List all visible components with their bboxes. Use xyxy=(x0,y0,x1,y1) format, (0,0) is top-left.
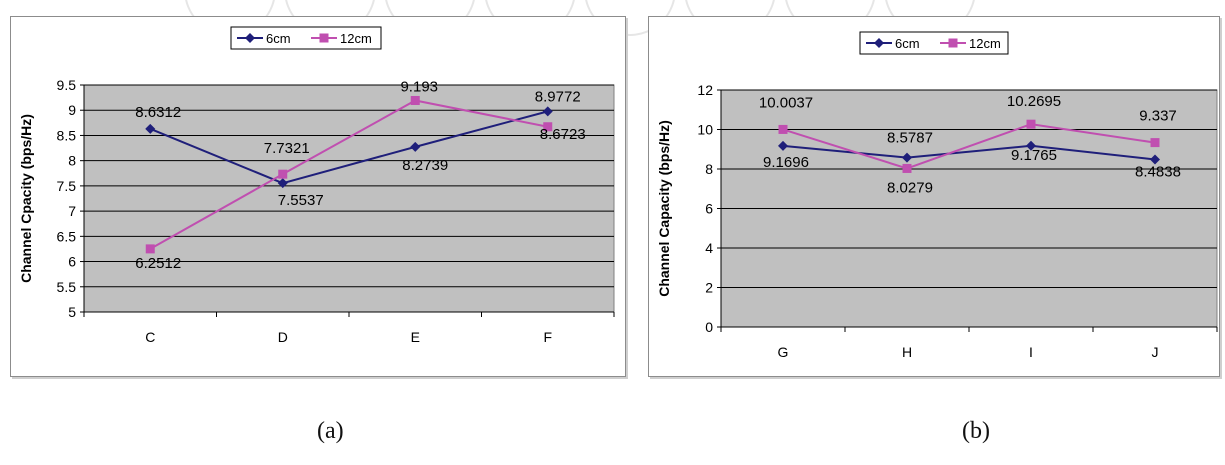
chart-b-legend-label-6cm: 6cm xyxy=(895,36,920,51)
chart-a-y-tick-label: 5 xyxy=(68,304,76,320)
chart-a-legend-label-6cm: 6cm xyxy=(266,31,291,46)
chart-b: 0 2 4 6 8 10 12 G H I J Channel Capacity (bps/Hz) 9.… xyxy=(656,31,1218,360)
chart-b-series-line-12cm xyxy=(782,123,1156,170)
chart-a-data-label-6cm: 8.9772 xyxy=(535,88,581,105)
chart-a-data-label-12cm: 9.193 xyxy=(400,78,438,95)
chart-b-y-tick-label: 8 xyxy=(705,161,713,177)
chart-b-point-6cm xyxy=(1150,154,1160,165)
chart-a-y-axis-label: Channel Cpacity (bps/Hz) xyxy=(18,114,34,283)
chart-b-series-line-6cm xyxy=(782,144,1156,161)
chart-b-frame: 0 2 4 6 8 10 12 G H I J Channel Capacity (bps/Hz) 9.… xyxy=(648,16,1220,377)
chart-a-point-12cm xyxy=(543,122,553,132)
chart-a-y-tick-label: 7.5 xyxy=(57,178,77,194)
chart-b-y-tick-label: 0 xyxy=(705,319,713,335)
chart-b-point-6cm xyxy=(902,152,912,163)
chart-b-legend-label-12cm: 12cm xyxy=(969,36,1001,51)
chart-a-x-tick-label: E xyxy=(411,329,420,345)
chart-b-data-label-6cm: 8.4838 xyxy=(1135,163,1181,180)
chart-b-point-12cm xyxy=(778,124,788,134)
chart-b-x-tick-label: H xyxy=(902,344,912,360)
chart-b-y-tick-label: 6 xyxy=(705,201,713,217)
chart-b-data-label-6cm: 9.1696 xyxy=(763,154,809,171)
chart-a-point-6cm xyxy=(410,141,421,152)
chart-b-data-label-12cm: 10.0037 xyxy=(759,94,813,111)
chart-a-data-label-6cm: 7.5537 xyxy=(278,192,324,209)
chart-a-y-tick-label: 9.5 xyxy=(57,77,77,93)
chart-a-point-12cm xyxy=(410,95,420,105)
chart-b-legend-marker-12cm xyxy=(948,38,958,48)
chart-a-data-label-6cm: 8.2739 xyxy=(402,157,448,174)
chart-a-point-6cm xyxy=(145,123,156,134)
chart-a-y-tick-label: 6.5 xyxy=(57,228,77,244)
chart-a-point-12cm xyxy=(278,169,288,179)
chart-b-data-label-6cm: 8.5787 xyxy=(887,130,933,147)
chart-a-legend-box xyxy=(230,26,382,50)
chart-a-point-6cm xyxy=(277,178,288,189)
chart-a-x-tick-label: D xyxy=(278,329,288,345)
chart-a-data-label-12cm: 8.6723 xyxy=(540,126,586,143)
chart-b-data-label-12cm: 9.337 xyxy=(1139,108,1177,125)
chart-b-legend-marker-6cm xyxy=(874,38,884,48)
chart-a-y-tick-label: 7 xyxy=(68,203,76,219)
chart-a-point-6cm xyxy=(542,106,553,117)
chart-b-point-12cm xyxy=(902,163,912,173)
chart-a-data-label-6cm: 8.6312 xyxy=(135,104,181,121)
chart-a-legend-label-12cm: 12cm xyxy=(340,31,372,46)
chart-b-y-tick-label: 12 xyxy=(697,82,713,98)
chart-b-x-tick-label: J xyxy=(1152,344,1159,360)
chart-b-point-6cm xyxy=(778,140,788,151)
chart-b-x-tick-label: I xyxy=(1029,344,1033,360)
chart-b-y-axis-label: Channel Capacity (bps/Hz) xyxy=(656,120,672,297)
chart-a-series-line-12cm xyxy=(149,99,548,250)
chart-b-legend-box xyxy=(859,31,1009,55)
chart-a-x-tick-label: F xyxy=(543,329,552,345)
chart-b-point-12cm xyxy=(1026,119,1036,129)
chart-b-y-tick-label: 4 xyxy=(705,240,713,256)
chart-a-y-tick-label: 9 xyxy=(68,102,76,118)
chart-a-data-label-12cm: 6.2512 xyxy=(135,255,181,272)
chart-a-legend-marker-12cm xyxy=(319,33,329,43)
chart-b-point-6cm xyxy=(1026,140,1036,151)
chart-a-data-label-12cm: 7.7321 xyxy=(264,140,310,157)
chart-a-y-tick-label: 6 xyxy=(68,254,76,270)
chart-a-y-tick-label: 8 xyxy=(68,153,76,169)
chart-a-x-tick-label: C xyxy=(145,329,155,345)
caption-b: (b) xyxy=(962,418,990,444)
chart-b-data-label-12cm: 8.0279 xyxy=(887,179,933,196)
chart-b-point-12cm xyxy=(1150,138,1160,148)
chart-a-y-tick-label: 8.5 xyxy=(57,127,77,143)
chart-b-data-label-12cm: 10.2695 xyxy=(1007,93,1061,110)
caption-a: (a) xyxy=(317,418,344,444)
chart-a-y-tick-label: 5.5 xyxy=(57,279,77,295)
chart-b-y-tick-label: 2 xyxy=(705,280,713,296)
chart-b-y-tick-label: 10 xyxy=(697,122,713,138)
chart-b-data-label-6cm: 9.1765 xyxy=(1011,147,1057,164)
chart-a-series-line-6cm xyxy=(149,110,549,185)
chart-a-legend-marker-6cm xyxy=(245,33,255,43)
chart-b-x-tick-label: G xyxy=(778,344,789,360)
chart-a-frame: 5 5.5 6 6.5 7 7.5 8 8.5 9 9.5 C D E F Channel Cpacity … xyxy=(10,16,626,377)
chart-a-point-12cm xyxy=(145,244,155,254)
chart-a: 5 5.5 6 6.5 7 7.5 8 8.5 9 9.5 C D E F Channel Cpacity … xyxy=(18,26,615,345)
